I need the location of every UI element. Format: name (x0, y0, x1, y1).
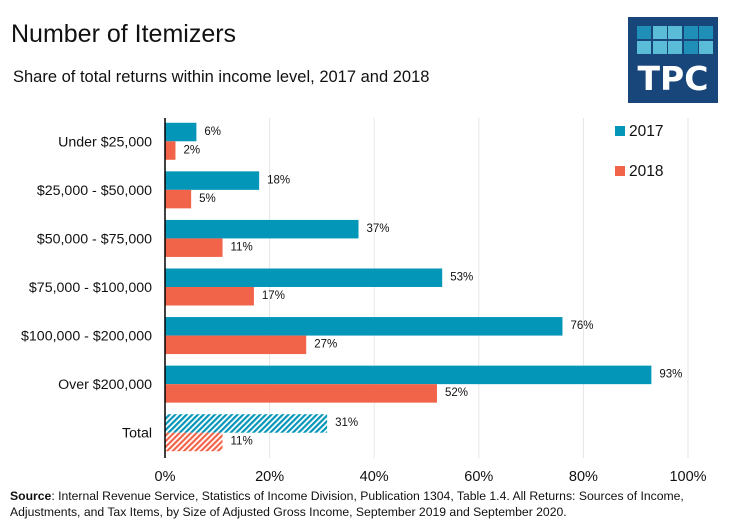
source-note: Source: Internal Revenue Service, Statis… (10, 488, 725, 520)
grid-lines (269, 118, 689, 458)
data-labels: 6% 2% 18% 5% 37% 11% 53% 17% 76% 27% 93% 52% 31% 11% (183, 126, 682, 448)
x-tick-label: 60% (464, 469, 493, 485)
logo-text: TPC (637, 59, 709, 98)
chart-title: Number of Itemizers (11, 20, 237, 48)
logo-tile (637, 26, 651, 39)
bar-2018 (165, 384, 437, 403)
legend: 2017 2018 (615, 123, 663, 180)
category-labels: Under $25,000 $25,000 - $50,000 $50,000 - … (21, 134, 152, 441)
tpc-logo: TPC (628, 17, 718, 103)
data-label: 53% (450, 272, 473, 284)
data-label: 17% (262, 290, 285, 302)
logo-tile (637, 41, 651, 54)
category-label: $100,000 - $200,000 (21, 329, 152, 345)
data-label: 31% (335, 417, 358, 429)
category-label: Under $25,000 (58, 134, 152, 150)
data-label: 52% (445, 387, 468, 399)
category-label: $50,000 - $75,000 (37, 231, 152, 247)
bar-2017 (165, 219, 359, 239)
logo-tile (652, 41, 667, 54)
data-label: 37% (367, 223, 390, 235)
bar-2018 (165, 238, 223, 257)
data-label: 93% (659, 369, 682, 381)
data-label: 2% (183, 144, 200, 156)
x-axis-ticks: 0% 20% 40% 60% 80% 100% (155, 469, 707, 485)
bar-2017 (165, 317, 563, 336)
legend-label: 2017 (629, 123, 663, 140)
bar-2017 (165, 365, 652, 385)
category-label: Total (122, 426, 152, 442)
category-label: $25,000 - $50,000 (37, 183, 152, 199)
logo-tile (652, 26, 667, 39)
data-label: 27% (314, 339, 337, 351)
bar-2017 (165, 414, 328, 433)
bar-2017 (165, 122, 197, 142)
category-label: Over $200,000 (58, 377, 152, 393)
data-label: 11% (231, 436, 253, 448)
x-tick-label: 80% (569, 469, 598, 485)
data-label: 6% (204, 126, 221, 138)
logo-tile (683, 26, 698, 39)
x-tick-label: 20% (255, 469, 284, 485)
bar-2018 (165, 189, 192, 209)
data-label: 5% (199, 193, 216, 205)
logo-tile (683, 41, 698, 54)
source-label: Source (10, 489, 52, 503)
data-label: 76% (570, 320, 593, 332)
bar-2018 (165, 335, 307, 355)
logo-tile (699, 41, 713, 54)
source-text: : Internal Revenue Service, Statistics o… (10, 489, 684, 519)
data-label: 18% (267, 174, 290, 186)
bar-2017 (165, 268, 443, 287)
x-tick-label: 40% (360, 469, 389, 485)
logo-tile (668, 41, 682, 54)
legend-swatch-2017 (615, 126, 625, 136)
logo-tile (668, 26, 682, 39)
legend-label: 2018 (629, 163, 663, 180)
x-tick-label: 0% (155, 469, 176, 485)
bar-2018 (165, 141, 176, 160)
data-label: 11% (231, 241, 253, 253)
bars (165, 122, 652, 452)
legend-swatch-2018 (615, 166, 625, 176)
x-tick-label: 100% (669, 469, 706, 485)
logo-tile (699, 26, 713, 39)
bar-2018 (165, 287, 254, 306)
bar-2017 (165, 171, 260, 190)
chart-subtitle: Share of total returns within income lev… (13, 68, 430, 86)
bar-2018 (165, 432, 223, 452)
category-label: $75,000 - $100,000 (29, 280, 152, 296)
